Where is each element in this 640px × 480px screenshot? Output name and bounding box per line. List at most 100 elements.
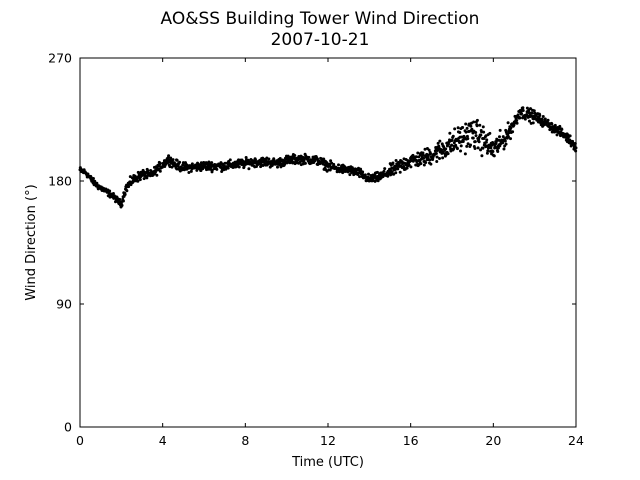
- data-point: [491, 150, 495, 154]
- data-point: [293, 154, 297, 158]
- data-point: [473, 146, 477, 150]
- data-point: [515, 121, 519, 125]
- data-point: [398, 170, 402, 174]
- data-point: [237, 165, 241, 169]
- data-point: [322, 157, 326, 161]
- data-point: [329, 159, 333, 163]
- data-point: [244, 156, 248, 160]
- data-point: [484, 140, 488, 144]
- data-point: [438, 157, 442, 160]
- data-point: [469, 124, 473, 128]
- data-point: [155, 173, 159, 177]
- data-point: [486, 149, 490, 153]
- data-point: [426, 155, 430, 159]
- data-point: [361, 170, 365, 174]
- data-point: [527, 111, 531, 115]
- data-point: [434, 151, 438, 155]
- data-point: [195, 168, 199, 172]
- data-point: [111, 192, 115, 196]
- x-tick-label: 24: [568, 433, 584, 448]
- data-point: [485, 151, 489, 155]
- x-tick-label: 0: [76, 433, 84, 448]
- data-point: [489, 146, 493, 150]
- y-axis-ticks: 0 90 180 270: [48, 51, 576, 435]
- data-point: [568, 134, 572, 138]
- data-point: [393, 168, 397, 172]
- data-point: [496, 146, 500, 150]
- data-point: [531, 121, 535, 125]
- data-point: [391, 161, 395, 165]
- chart-title: AO&SS Building Tower Wind Direction: [161, 9, 480, 29]
- data-point: [450, 143, 454, 147]
- data-point: [435, 159, 439, 163]
- data-point: [283, 162, 287, 166]
- data-point: [453, 127, 457, 131]
- data-point: [538, 113, 542, 117]
- data-point: [475, 124, 479, 128]
- data-point: [382, 169, 386, 173]
- data-point: [478, 123, 482, 127]
- data-point: [419, 162, 423, 166]
- data-point: [480, 154, 484, 158]
- data-point: [307, 155, 311, 159]
- data-point: [386, 174, 390, 178]
- data-point: [498, 128, 502, 132]
- data-point: [501, 135, 505, 139]
- data-point: [503, 139, 507, 143]
- data-point: [423, 147, 427, 151]
- data-point: [332, 162, 336, 166]
- data-point: [136, 179, 140, 183]
- data-point: [479, 133, 483, 137]
- data-point: [461, 126, 465, 130]
- data-point: [223, 161, 227, 165]
- data-point: [142, 177, 146, 181]
- y-tick-label: 270: [48, 51, 72, 66]
- data-point: [348, 173, 352, 177]
- data-point: [436, 141, 440, 145]
- data-point: [481, 125, 485, 129]
- data-point: [411, 153, 415, 157]
- data-point: [530, 111, 534, 115]
- data-point: [121, 199, 125, 203]
- data-point: [458, 131, 462, 135]
- data-point: [328, 168, 332, 172]
- data-point: [504, 142, 508, 146]
- plot-frame: [79, 57, 577, 428]
- data-point: [520, 112, 524, 116]
- data-point: [93, 179, 97, 183]
- data-point: [461, 140, 465, 144]
- data-point: [435, 155, 439, 159]
- data-point: [459, 144, 463, 148]
- data-point: [509, 126, 513, 130]
- y-tick-label: 90: [56, 297, 72, 312]
- data-point: [532, 109, 536, 113]
- y-tick-label: 0: [64, 420, 72, 435]
- data-point: [427, 148, 431, 152]
- data-point: [158, 169, 162, 173]
- y-axis-label: Wind Direction (°): [24, 184, 39, 300]
- data-point: [479, 148, 483, 152]
- data-point: [472, 120, 476, 124]
- data-point: [167, 154, 171, 158]
- data-point: [226, 166, 230, 170]
- data-point: [511, 130, 515, 134]
- data-point: [228, 158, 232, 162]
- data-point: [446, 152, 450, 156]
- data-point: [502, 147, 506, 151]
- x-tick-label: 12: [320, 433, 336, 448]
- data-point: [450, 138, 454, 142]
- data-point: [392, 172, 396, 176]
- data-point: [429, 162, 433, 166]
- data-point: [527, 119, 531, 123]
- data-point: [488, 131, 492, 135]
- x-axis-ticks: 0 4 8 12 16 20 24: [76, 58, 584, 448]
- data-point: [485, 138, 489, 142]
- data-point: [466, 142, 470, 146]
- chart-subtitle: 2007-10-21: [271, 30, 370, 50]
- data-point: [444, 147, 448, 151]
- data-point: [452, 147, 456, 151]
- data-point: [558, 124, 562, 128]
- data-point: [276, 165, 279, 169]
- data-point: [451, 134, 455, 138]
- data-point: [431, 156, 435, 160]
